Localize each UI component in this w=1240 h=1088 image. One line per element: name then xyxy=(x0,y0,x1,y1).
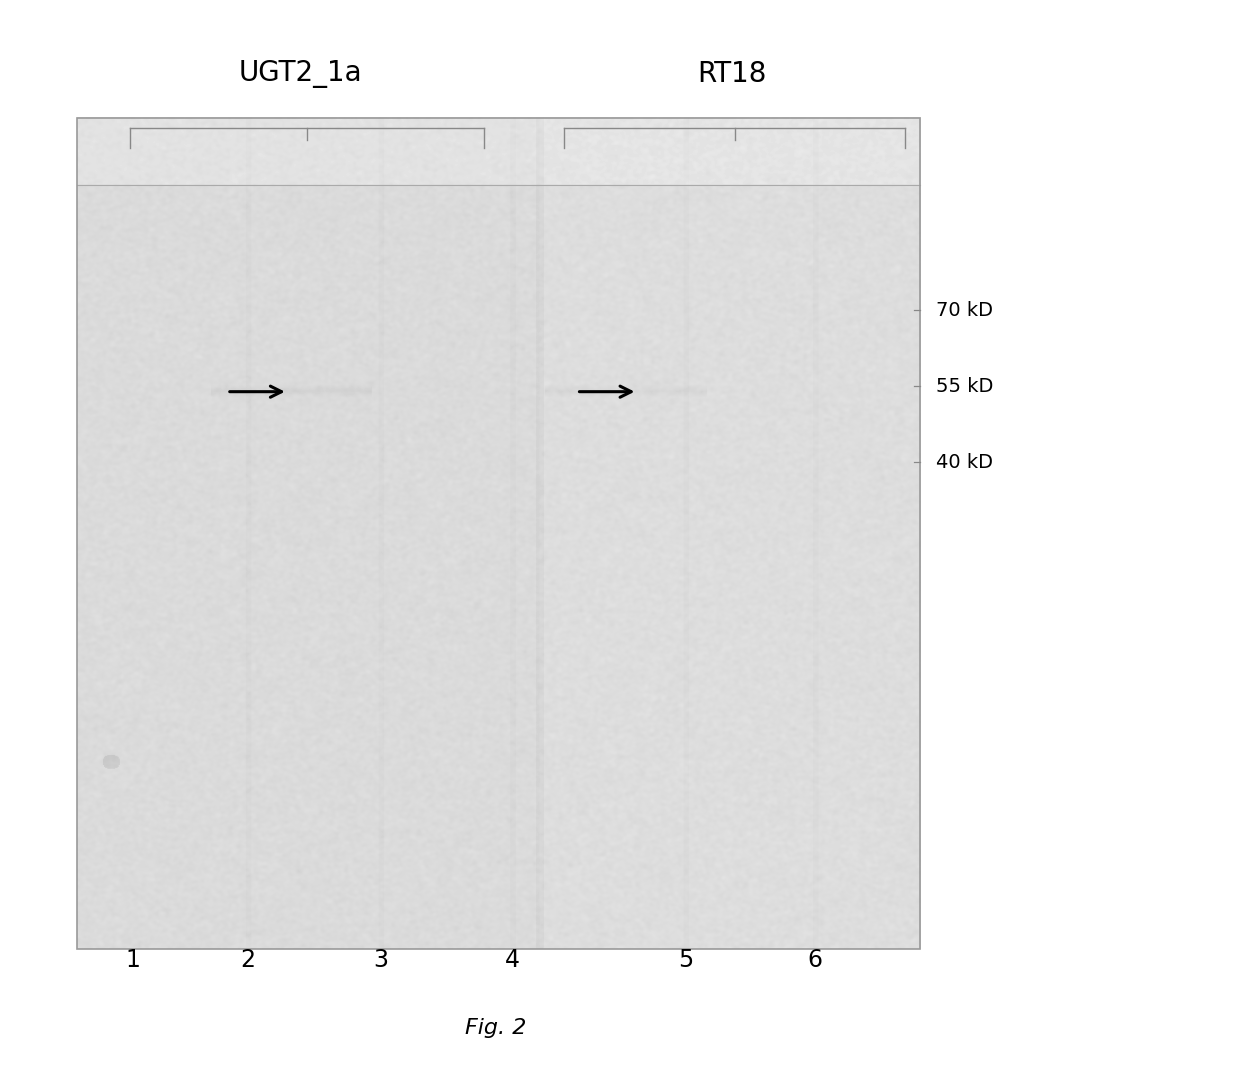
Text: 55 kD: 55 kD xyxy=(936,376,993,396)
Text: 1: 1 xyxy=(125,948,140,972)
Text: 5: 5 xyxy=(678,948,693,972)
Text: Fig. 2: Fig. 2 xyxy=(465,1018,527,1038)
Text: 70 kD: 70 kD xyxy=(936,300,993,320)
Text: 6: 6 xyxy=(807,948,822,972)
Text: 40 kD: 40 kD xyxy=(936,453,993,472)
Text: RT18: RT18 xyxy=(697,60,766,88)
Text: 3: 3 xyxy=(373,948,388,972)
Text: 2: 2 xyxy=(241,948,255,972)
Text: UGT2_1a: UGT2_1a xyxy=(238,60,362,88)
Text: 4: 4 xyxy=(505,948,520,972)
Bar xyxy=(77,118,920,949)
